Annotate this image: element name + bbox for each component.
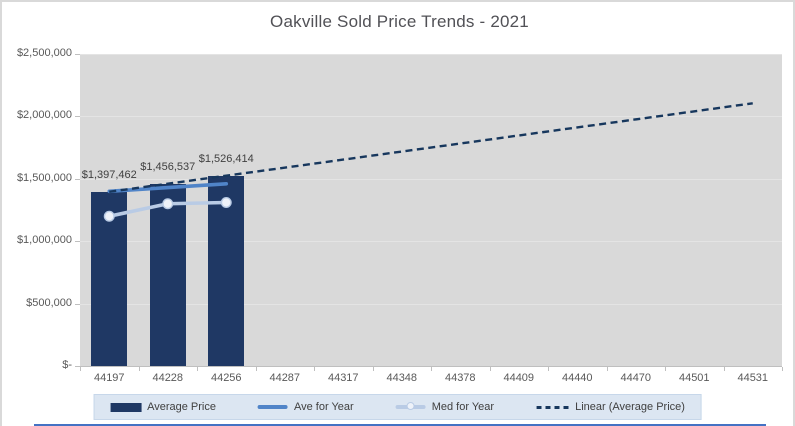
legend-label: Average Price [147, 401, 216, 413]
x-axis-tick [489, 367, 491, 371]
line-ave-for-year[interactable] [107, 181, 229, 194]
y-axis-label: $2,500,000 [16, 47, 72, 59]
x-axis-label: 44348 [386, 372, 418, 384]
gridline [80, 54, 782, 55]
y-axis-label: $1,500,000 [16, 171, 72, 184]
x-axis-label: 44470 [620, 372, 652, 384]
y-axis-label: $1,000,000 [16, 234, 72, 247]
x-axis-tick [314, 367, 315, 371]
x-axis-label: 44378 [444, 372, 476, 384]
marker-med-for-year[interactable] [162, 198, 174, 210]
x-axis-tick [782, 367, 783, 371]
x-axis-tick [372, 367, 374, 371]
x-axis-label: 44409 [503, 372, 535, 384]
legend-label: Med for Year [431, 401, 495, 413]
y-axis-label: $500,000 [26, 296, 72, 309]
x-axis-tick [431, 367, 432, 371]
line-series-layer [103, 102, 753, 222]
y-axis-tick [75, 54, 80, 55]
x-axis-label: 44287 [269, 372, 301, 384]
x-axis-tick [255, 367, 257, 371]
trendline-linear-average-price[interactable] [109, 102, 753, 193]
x-axis-tick [80, 367, 81, 371]
legend-item-ave-for-year[interactable]: Ave for Year [257, 401, 354, 413]
legend-label: Ave for Year [293, 401, 354, 413]
bar-data-label: $1,456,537 [140, 161, 196, 174]
legend-swatch-line [257, 405, 288, 409]
marker-med-for-year[interactable] [220, 197, 232, 209]
chart-title: Oakville Sold Price Trends - 2021 [270, 12, 529, 31]
legend-swatch-bar [110, 402, 142, 412]
x-axis-tick [548, 367, 549, 371]
legend: Average Price Ave for Year Med for Year Lin… [93, 394, 702, 420]
y-axis-tick [75, 303, 80, 305]
gridline [80, 178, 782, 180]
worksheet-gridline [34, 424, 766, 426]
gridline [80, 241, 782, 243]
y-axis-label: $- [62, 359, 72, 371]
bar-data-label: $1,526,414 [198, 152, 254, 165]
x-axis-tick [723, 367, 725, 371]
legend-item-average-price[interactable]: Average Price [110, 401, 216, 413]
x-axis-tick [665, 367, 666, 371]
x-axis-tick [606, 367, 608, 371]
gridline [80, 303, 782, 305]
x-axis-label: 44197 [93, 372, 125, 384]
marker-med-for-year[interactable] [103, 210, 115, 222]
legend-swatch-marker-dot [406, 402, 415, 411]
y-axis-tick [75, 116, 80, 118]
bar-average-price[interactable] [149, 184, 186, 366]
plot-area[interactable]: $1,397,462 $1,456,537 $1,526,414 [80, 54, 782, 367]
y-axis-tick [75, 366, 80, 367]
gridline [80, 116, 782, 118]
x-axis-tick [138, 367, 140, 371]
x-axis-label: 44501 [678, 372, 710, 384]
x-axis-label: 44440 [561, 372, 593, 384]
bar-data-label: $1,397,462 [81, 168, 137, 181]
legend-item-linear-average-price[interactable]: Linear (Average Price) [536, 401, 685, 413]
legend-swatch-line-marker [395, 402, 426, 411]
y-axis-tick [75, 178, 80, 180]
x-axis-tick [197, 367, 198, 371]
x-axis-label: 44531 [737, 372, 769, 384]
x-axis-label: 44228 [152, 372, 184, 384]
y-axis-tick [75, 241, 80, 243]
legend-label: Linear (Average Price) [575, 401, 685, 413]
legend-swatch-dashed-line [536, 405, 570, 409]
x-axis-label: 44317 [327, 372, 359, 384]
legend-item-med-for-year[interactable]: Med for Year [395, 401, 495, 413]
y-axis-label: $2,000,000 [16, 109, 72, 122]
x-axis-label: 44256 [210, 372, 242, 384]
